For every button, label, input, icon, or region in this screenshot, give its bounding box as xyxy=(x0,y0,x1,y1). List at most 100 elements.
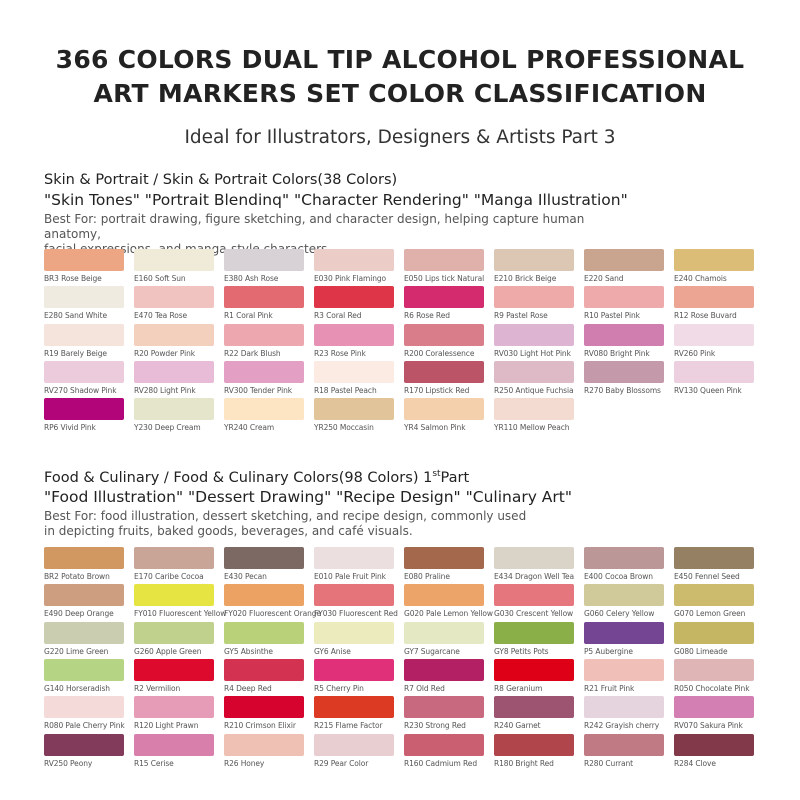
color-swatch-item: R8 Geranium xyxy=(494,658,576,696)
color-swatch xyxy=(134,733,214,756)
color-swatch-label: E240 Chamois xyxy=(674,274,727,283)
color-swatch xyxy=(134,360,214,383)
color-swatch-label: R210 Crimson Elixir xyxy=(224,721,296,731)
color-swatch-label: RV080 Bright Pink xyxy=(584,348,650,358)
description-line: Best For: portrait drawing, figure sketc… xyxy=(44,212,585,241)
color-swatch-label: R050 Chocolate Pink xyxy=(674,683,750,693)
color-swatch-label: G220 Lime Green xyxy=(44,646,109,656)
color-swatch-item: E380 Ash Rose xyxy=(224,249,306,286)
color-swatch-label: GY5 Absinthe xyxy=(224,646,273,656)
color-swatch-item: FY030 Fluorescent Red xyxy=(314,584,398,621)
color-swatch xyxy=(44,323,124,346)
color-swatch-label: GY7 Sugarcane xyxy=(404,646,460,656)
color-swatch-label: E280 Sand White xyxy=(44,311,108,321)
color-swatch-item: R7 Old Red xyxy=(404,658,486,696)
color-swatch xyxy=(224,286,304,309)
color-swatch-label: R12 Rose Buvard xyxy=(674,311,737,321)
color-swatch xyxy=(494,733,574,756)
color-swatch xyxy=(44,547,124,569)
color-swatch-label: E030 Pink Flamingo xyxy=(314,274,387,283)
color-swatch xyxy=(494,696,574,719)
color-swatch-item: G140 Horseradish xyxy=(44,658,126,696)
color-swatch-label: R23 Rose Pink xyxy=(314,348,366,358)
color-swatch-item: R230 Strong Red xyxy=(404,696,486,733)
color-swatch xyxy=(494,286,574,309)
color-swatch-label: YR4 Salmon Pink xyxy=(404,423,466,433)
color-swatch-item: FY020 Fluorescent Orange xyxy=(224,584,321,621)
color-swatch-item: G070 Lemon Green xyxy=(674,584,756,621)
color-swatch xyxy=(404,249,484,271)
color-swatch xyxy=(404,733,484,756)
color-swatch-label: R230 Strong Red xyxy=(404,721,466,731)
color-swatch xyxy=(314,658,394,681)
color-swatch xyxy=(674,323,754,346)
color-swatch-item: R26 Honey xyxy=(224,733,306,771)
color-swatch xyxy=(674,733,754,756)
color-swatch-item: E210 Brick Beige xyxy=(494,249,576,286)
color-swatch-label: E434 Dragon Well Tea xyxy=(494,572,575,581)
color-swatch-label: Y230 Deep Cream xyxy=(134,423,201,433)
color-swatch-item: RV250 Peony xyxy=(44,733,126,771)
color-swatch-label: R18 Pastel Peach xyxy=(314,385,377,395)
color-swatch-label: RV260 Pink xyxy=(674,348,716,358)
color-swatch-item: E490 Deep Orange xyxy=(44,584,126,621)
color-swatch-label: E490 Deep Orange xyxy=(44,609,114,619)
section-title: Food & Culinary / Food & Culinary Colors… xyxy=(44,469,469,486)
color-swatch-label: E450 Fennel Seed xyxy=(674,572,740,581)
color-swatch-item: R160 Cadmium Red xyxy=(404,733,486,771)
color-swatch-item: BR3 Rose Beige xyxy=(44,249,126,286)
color-swatch-label: G060 Celery Yellow xyxy=(584,609,655,619)
color-swatch-label: FY030 Fluorescent Red xyxy=(314,609,398,619)
color-swatch xyxy=(314,398,394,421)
description-line: Best For: food illustration, dessert ske… xyxy=(44,509,527,523)
color-swatch-label: GY8 Petits Pots xyxy=(494,646,549,656)
color-swatch-label: BR3 Rose Beige xyxy=(44,274,102,283)
color-swatch xyxy=(224,360,304,383)
color-swatch-item: Y230 Deep Cream xyxy=(134,398,216,435)
color-swatch-item: R2 Vermilion xyxy=(134,658,216,696)
color-swatch-item: R240 Garnet xyxy=(494,696,576,733)
color-swatch xyxy=(404,398,484,421)
section-keywords: "Skin Tones" "Portrait Blendinq" "Charac… xyxy=(44,191,628,209)
color-swatch-item: R180 Bright Red xyxy=(494,733,576,771)
color-swatch xyxy=(44,658,124,681)
color-swatch xyxy=(224,398,304,421)
color-swatch xyxy=(404,658,484,681)
color-swatch-item: RV130 Queen Pink xyxy=(674,360,756,398)
color-swatch xyxy=(584,360,664,383)
color-swatch-item: GY6 Anise xyxy=(314,621,396,659)
color-swatch xyxy=(314,286,394,309)
color-swatch xyxy=(224,733,304,756)
color-swatch-label: R170 Lipstick Red xyxy=(404,385,470,395)
color-swatch-label: R2 Vermilion xyxy=(134,683,181,693)
color-swatch xyxy=(314,323,394,346)
color-swatch-item: P5 Aubergine xyxy=(584,621,666,659)
color-swatch-item: RP6 Vivid Pink xyxy=(44,398,126,435)
color-swatch xyxy=(674,696,754,719)
color-swatch-label: R22 Dark Blush xyxy=(224,348,281,358)
color-swatch-item: R050 Chocolate Pink xyxy=(674,658,756,696)
color-swatch-item: R3 Coral Red xyxy=(314,286,396,323)
color-swatch xyxy=(584,733,664,756)
color-swatch-label: E470 Tea Rose xyxy=(134,311,188,321)
color-swatch-label: R19 Barely Beige xyxy=(44,348,107,358)
color-swatch xyxy=(584,584,664,607)
color-swatch-item: G020 Pale Lemon Yellow xyxy=(404,584,493,621)
color-swatch-item: YR250 Moccasin xyxy=(314,398,396,435)
color-swatch xyxy=(674,360,754,383)
color-swatch xyxy=(314,249,394,271)
color-swatch xyxy=(404,360,484,383)
color-swatch-item: E160 Soft Sun xyxy=(134,249,216,286)
section-title: Skin & Portrait / Skin & Portrait Colors… xyxy=(44,172,397,188)
color-swatch-item: R22 Dark Blush xyxy=(224,323,306,361)
color-swatch xyxy=(44,398,124,421)
color-swatch-label: R21 Fruit Pink xyxy=(584,683,635,693)
color-swatch-item: E240 Chamois xyxy=(674,249,756,286)
color-swatch-label: YR240 Cream xyxy=(224,423,275,433)
color-swatch xyxy=(134,398,214,421)
color-swatch-label: RV250 Peony xyxy=(44,758,93,768)
color-swatch-label: RV280 Light Pink xyxy=(134,385,196,395)
color-swatch xyxy=(44,621,124,644)
color-swatch-item: E050 Lips tick Natural xyxy=(404,249,486,286)
description-line: in depicting fruits, baked goods, bevera… xyxy=(44,524,413,538)
